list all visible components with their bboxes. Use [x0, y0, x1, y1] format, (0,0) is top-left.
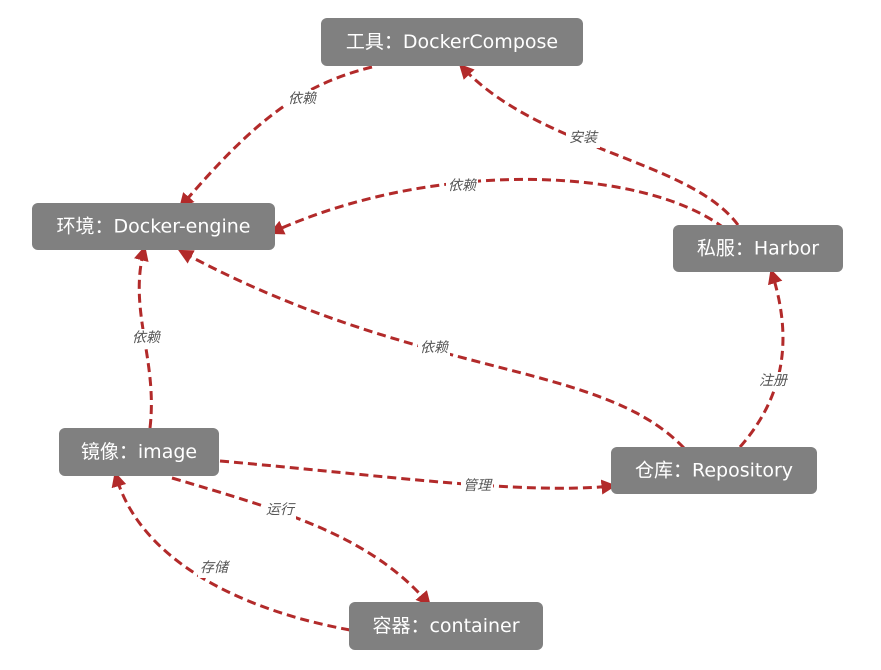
label-repository-to-harbor: 注册: [757, 372, 789, 391]
edge-label-text: 运行: [266, 502, 296, 518]
node-label: 容器：container: [372, 615, 519, 637]
edge-label-text: 存储: [200, 560, 231, 576]
edge-label-text: 安装: [569, 130, 599, 146]
nodes: 工具：DockerCompose 环境：Docker-engine 私服：Har…: [32, 18, 843, 650]
label-harbor-to-engine: 依赖: [446, 177, 478, 196]
node-label: 镜像：image: [81, 441, 197, 463]
edge-label-text: 依赖: [132, 330, 161, 346]
node-docker-engine[interactable]: 环境：Docker-engine: [32, 203, 275, 250]
edge-label-text: 依赖: [448, 178, 477, 194]
edge-label-text: 依赖: [288, 91, 317, 107]
label-image-to-repository: 管理: [461, 477, 493, 496]
edge-compose-to-engine: [179, 65, 373, 209]
edge-container-to-image: [111, 471, 351, 632]
edge-image-to-container: [171, 476, 431, 607]
edge-labels: 依赖 安装 依赖 依赖 依赖 注册 管理 运行: [130, 90, 789, 578]
edge-label-text: 依赖: [420, 340, 449, 356]
node-image[interactable]: 镜像：image: [59, 428, 219, 476]
edge-harbor-to-compose: [458, 63, 740, 226]
node-repository[interactable]: 仓库：Repository: [611, 447, 817, 494]
edge-repository-to-engine: [178, 249, 686, 450]
label-image-to-engine: 依赖: [130, 329, 162, 348]
node-docker-compose[interactable]: 工具：DockerCompose: [321, 18, 583, 66]
label-repository-to-engine: 依赖: [418, 339, 450, 358]
edge-label-text: 注册: [759, 373, 788, 389]
node-label: 工具：DockerCompose: [346, 31, 558, 53]
node-harbor[interactable]: 私服：Harbor: [673, 225, 843, 272]
node-label: 环境：Docker-engine: [57, 216, 251, 238]
node-container[interactable]: 容器：container: [349, 602, 543, 650]
edge-image-to-repository: [219, 459, 617, 495]
label-container-to-image: 存储: [198, 559, 231, 578]
edge-repository-to-harbor: [738, 268, 785, 448]
label-compose-to-engine: 依赖: [286, 90, 318, 109]
node-label: 仓库：Repository: [635, 460, 793, 482]
label-image-to-container: 运行: [264, 501, 296, 520]
label-harbor-to-compose: 安装: [566, 129, 600, 148]
edge-label-text: 管理: [463, 478, 493, 494]
node-label: 私服：Harbor: [697, 238, 819, 260]
edge-harbor-to-engine: [268, 177, 725, 235]
